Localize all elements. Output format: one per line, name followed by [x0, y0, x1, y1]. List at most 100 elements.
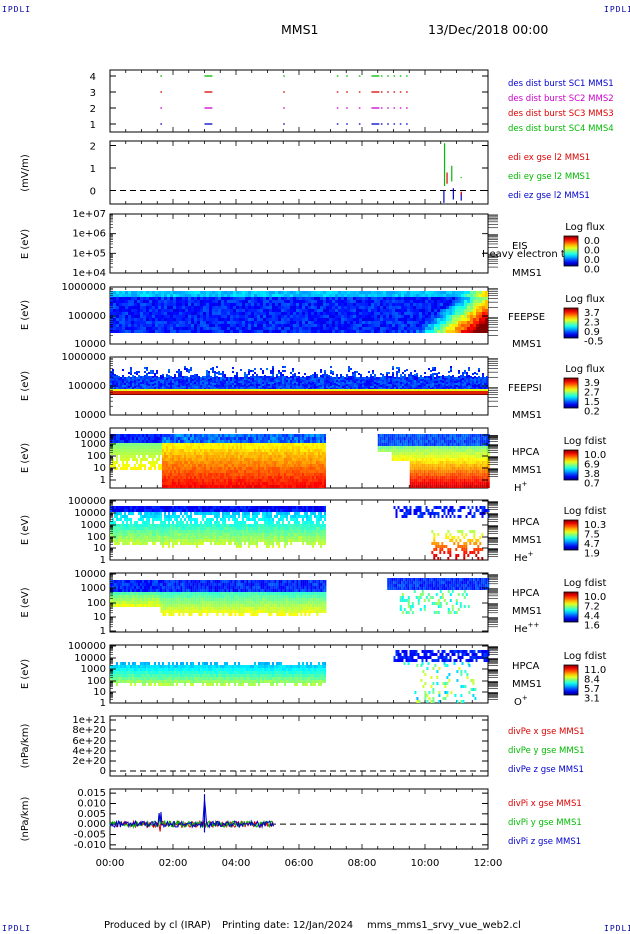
feepsi-spectrogram-cell — [396, 381, 398, 383]
feepsi-spectrogram-cell — [146, 369, 148, 371]
feepse-spectrogram-cell — [227, 306, 230, 309]
feepse-spectrogram-cell — [236, 297, 239, 300]
feepsi-spectrogram-cell — [208, 385, 210, 387]
feepse-spectrogram-cell — [485, 324, 488, 327]
feepse-spectrogram-cell — [206, 327, 209, 330]
hpca_h-spectrogram-cell — [134, 437, 136, 440]
feepsi-spectrogram-cell — [298, 380, 300, 382]
feepse-spectrogram-cell — [236, 303, 239, 306]
feepse-spectrogram-cell — [461, 315, 464, 318]
burst-legend-entry: des dist burst SC4 MMS4 — [508, 124, 614, 134]
feepse-spectrogram-cell — [326, 297, 329, 300]
feepsi-colorbar-tick: 2.7 — [584, 388, 600, 399]
feepse-spectrogram-cell — [164, 309, 167, 312]
feepsi-spectrogram-cell — [276, 374, 278, 376]
hpca_h-spectrogram-cell — [229, 482, 232, 485]
feepse-spectrogram-cell — [287, 327, 290, 330]
feepsi-spectrogram-cell — [396, 377, 398, 379]
feepse-spectrogram-cell — [230, 291, 233, 294]
feepse-spectrogram-cell — [221, 330, 224, 333]
feepse-spectrogram-cell — [416, 330, 419, 333]
feepse-spectrogram-cell — [311, 318, 314, 321]
feepse-spectrogram-cell — [275, 309, 278, 312]
hpca_h-spectrogram-cell — [189, 476, 192, 479]
feepsi-spectrogram-cell — [188, 381, 190, 383]
feepse-spectrogram-cell — [365, 330, 368, 333]
feepsi-spectrogram-cell — [404, 386, 406, 388]
feepse-spectrogram-cell — [260, 315, 263, 318]
feepse-spectrogram-cell — [137, 294, 140, 297]
feepse-spectrogram-cell — [215, 315, 218, 318]
feepse-spectrogram-cell — [116, 309, 119, 312]
feepsi-spectrogram-cell — [388, 382, 390, 384]
feepse-spectrogram-cell — [470, 303, 473, 306]
feepsi-spectrogram-cell — [250, 382, 252, 384]
hpca_h-spectrogram-cell — [120, 458, 122, 461]
hpca_h-spectrogram-cell — [233, 476, 236, 479]
hpca_h-spectrogram-cell — [219, 464, 222, 467]
feepse-spectrogram-cell — [152, 321, 155, 324]
feepse-spectrogram-cell — [431, 309, 434, 312]
hpca_h-spectrogram-cell — [175, 479, 178, 482]
hpca_h-spectrogram-cell — [215, 440, 218, 443]
feepse-spectrogram-cell — [152, 309, 155, 312]
feepsi-spectrogram-cell — [244, 384, 246, 386]
feepse-spectrogram-cell — [374, 294, 377, 297]
feepsi-spectrogram-cell — [444, 386, 446, 388]
hpca_h-spectrogram-cell — [197, 440, 200, 443]
feepse-spectrogram-cell — [137, 306, 140, 309]
feepse-spectrogram-cell — [161, 318, 164, 321]
hpca_h-spectrogram-cell — [221, 434, 224, 437]
feepsi-spectrogram-cell — [480, 377, 482, 379]
feepse-spectrogram-cell — [119, 297, 122, 300]
feepsi-spectrogram-cell — [368, 381, 370, 383]
feepsi-spectrogram-cell — [412, 379, 414, 381]
feepse-spectrogram-cell — [119, 291, 122, 294]
feepsi-spectrogram-cell — [144, 377, 146, 379]
feepsi-spectrogram-cell — [404, 376, 406, 378]
eis-ytick-label: 1e+05 — [72, 248, 106, 259]
feepse-spectrogram-cell — [326, 312, 329, 315]
hpca_h-spectrogram-cell — [134, 464, 136, 467]
feepse-spectrogram-cell — [251, 291, 254, 294]
feepse-spectrogram-cell — [122, 324, 125, 327]
feepsi-spectrogram-cell — [150, 372, 152, 374]
feepse-spectrogram-cell — [287, 315, 290, 318]
feepsi-spectrogram-cell — [222, 381, 224, 383]
feepsi-spectrogram-cell — [448, 371, 450, 373]
feepse-spectrogram-cell — [197, 330, 200, 333]
feepse-spectrogram-cell — [461, 309, 464, 312]
feepse-spectrogram-cell — [143, 330, 146, 333]
hpca_h-spectrogram-cell — [134, 446, 136, 449]
feepse-spectrogram-cell — [299, 303, 302, 306]
hpca_h-spectrogram-cell — [150, 452, 152, 455]
hpca_h-spectrogram-cell — [191, 452, 194, 455]
feepse-spectrogram-cell — [287, 309, 290, 312]
feepsi-spectrogram-cell — [266, 384, 268, 386]
feepsi-spectrogram-cell — [294, 385, 296, 387]
feepse-spectrogram-cell — [185, 312, 188, 315]
feepse-spectrogram-cell — [383, 309, 386, 312]
feepse-spectrogram-cell — [377, 324, 380, 327]
hpca_h-spectrogram-cell — [167, 437, 170, 440]
hpca_h-spectrogram-cell — [112, 452, 114, 455]
feepsi-spectrogram-cell — [174, 380, 176, 382]
feepsi-spectrogram-cell — [450, 380, 452, 382]
hpca_h-spectrogram-cell — [142, 443, 144, 446]
feepse-spectrogram-cell — [272, 306, 275, 309]
hpca_h-spectrogram-cell — [140, 458, 142, 461]
feepse-spectrogram-cell — [290, 306, 293, 309]
hpca_h-spectrogram-cell — [134, 443, 136, 446]
hpca_h-spectrogram-cell — [171, 476, 174, 479]
feepsi-spectrogram-cell — [236, 372, 238, 374]
feepsi-spectrogram-cell — [180, 371, 182, 373]
feepsi-spectrogram-cell — [138, 385, 140, 387]
hpca_h-spectrogram-cell — [233, 449, 236, 452]
feepsi-spectrogram-cell — [168, 385, 170, 387]
hpca_h-spectrogram-cell — [124, 452, 126, 455]
feepsi-spectrogram-cell — [314, 376, 316, 378]
hpca_h-spectrogram-cell — [193, 461, 196, 464]
hpca_h-spectrogram-cell — [134, 449, 136, 452]
feepsi-spectrogram-cell — [342, 376, 344, 378]
hpca_h-spectrogram-cell — [169, 449, 172, 452]
